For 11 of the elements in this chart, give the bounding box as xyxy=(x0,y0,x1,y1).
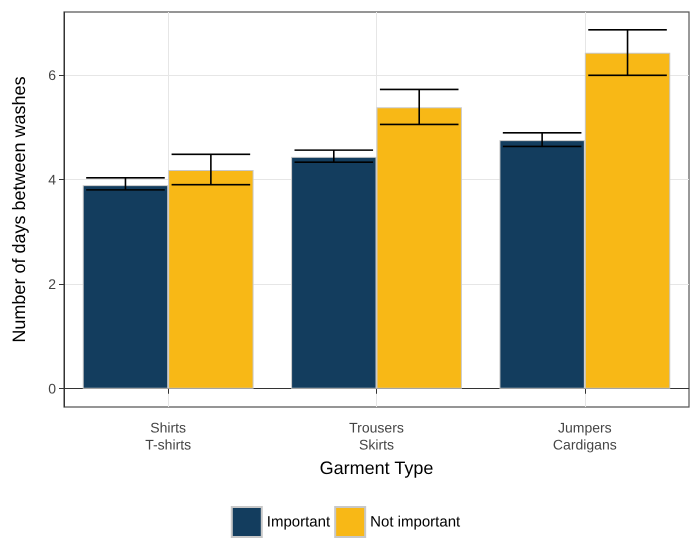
y-tick-label: 4 xyxy=(48,171,56,188)
legend-label: Not important xyxy=(370,514,462,530)
x-tick-label: Shirts T-shirts xyxy=(145,420,192,452)
y-tick-label: 0 xyxy=(48,380,56,397)
y-axis-title: Number of days between washes xyxy=(9,76,29,343)
legend-label: Important xyxy=(266,514,331,530)
x-tick-label: Jumpers Cardigans xyxy=(552,420,617,452)
x-axis-title: Garment Type xyxy=(320,458,434,478)
y-tick-label: 6 xyxy=(48,66,56,83)
y-tick-label: 2 xyxy=(48,276,56,292)
x-tick-label: Trousers Skirts xyxy=(349,420,404,452)
